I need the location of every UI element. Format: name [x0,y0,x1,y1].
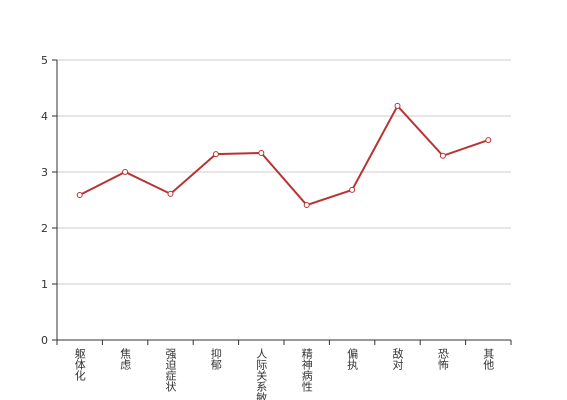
point [485,137,492,144]
point [258,149,265,156]
y-tick-label: 0 [41,334,48,347]
point [167,190,174,197]
x-tick-label: 焦虑 [119,348,132,370]
x-tick-label: 抑郁 [209,347,222,370]
line [79,104,489,207]
y-tick-label: 2 [41,222,48,235]
point [439,152,446,159]
y-tick-label: 3 [41,166,48,179]
point [76,191,83,198]
y-tick-label: 4 [41,110,48,123]
x-tick-label: 躯体化 [73,348,86,382]
point [349,186,356,193]
point [303,202,310,209]
x-tick-label: 偏执 [346,347,359,371]
x-tick-label: 敌对 [391,347,404,370]
x-tick-label: 强迫症状 [164,348,177,392]
x-tick-label: 其他 [482,348,495,370]
point [122,169,129,175]
x-tick-label: 恐怖 [436,348,449,370]
y-tick-label: 5 [41,54,48,67]
point [212,151,219,158]
x-tick-label: 人际关系敏感 [255,348,268,400]
point [394,102,401,109]
x-tick-label: 精神病性 [300,348,313,393]
y-tick-label: 1 [41,278,48,291]
